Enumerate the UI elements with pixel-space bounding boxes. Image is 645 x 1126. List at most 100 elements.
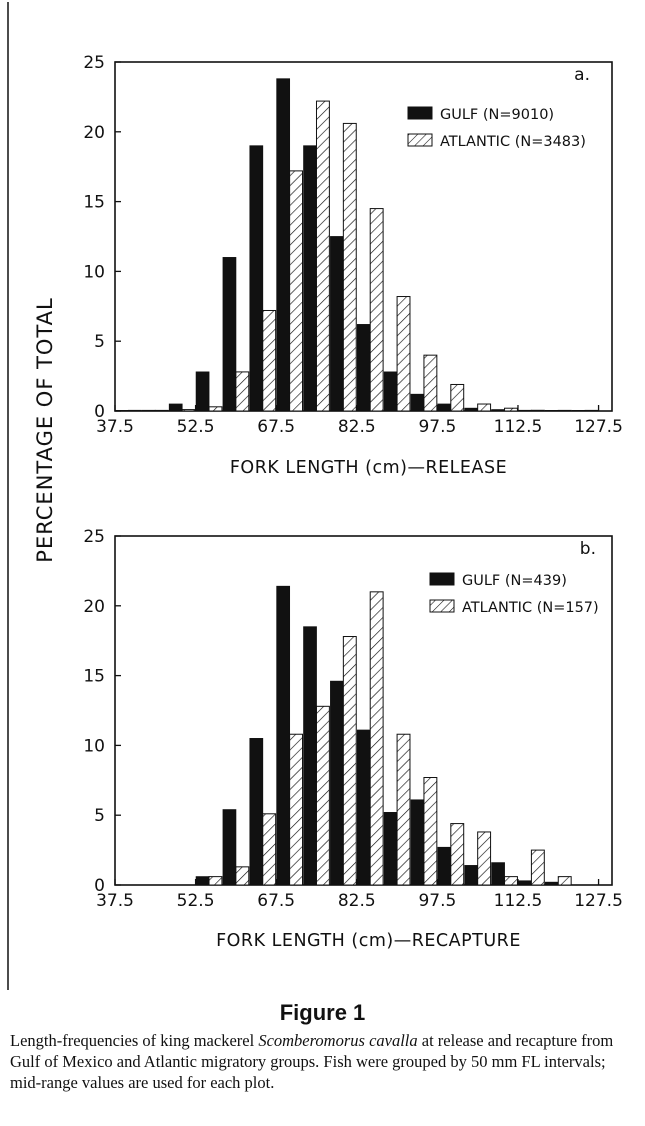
bar-atlantic — [504, 407, 518, 412]
x-tick-label: 37.5 — [96, 417, 134, 437]
bar-gulf — [464, 865, 479, 886]
bar-atlantic — [423, 354, 438, 412]
bar-atlantic — [477, 831, 492, 886]
bar-atlantic — [557, 409, 572, 412]
bar-gulf — [222, 257, 237, 412]
bar-gulf — [356, 324, 371, 412]
bar-atlantic — [315, 705, 330, 886]
bar-atlantic — [154, 409, 169, 412]
x-tick-label: 37.5 — [96, 891, 134, 911]
x-tick-label: 97.5 — [418, 417, 456, 437]
bar-atlantic — [235, 371, 250, 412]
bar-gulf — [195, 371, 210, 412]
chart-panel-recapture: 0 5 10 15 20 25 37.5 52.5 67.5 82.5 97.5 112.5 127.5… — [83, 527, 623, 951]
bar-gulf — [142, 409, 156, 412]
caption-text-start: Length-frequencies of king mackerel — [10, 1031, 259, 1050]
x-tick-label: 127.5 — [574, 417, 623, 437]
bar-atlantic — [342, 636, 357, 886]
y-tick-label: 20 — [83, 123, 105, 143]
y-tick-label: 25 — [83, 53, 105, 73]
bar-gulf — [518, 409, 532, 412]
x-tick-label: 112.5 — [494, 417, 543, 437]
bar-atlantic — [584, 409, 599, 412]
bar-gulf — [195, 876, 210, 886]
bar-atlantic — [423, 777, 438, 886]
bar-atlantic — [450, 823, 465, 886]
y-tick-label: 10 — [83, 262, 105, 282]
bar-atlantic — [477, 403, 492, 412]
bar-gulf — [249, 738, 264, 886]
bar-atlantic — [289, 170, 304, 412]
bar-atlantic — [396, 296, 411, 412]
bar-atlantic — [557, 876, 572, 886]
bar-atlantic — [369, 591, 384, 886]
x-tick-label: 97.5 — [418, 891, 456, 911]
bar-gulf — [464, 407, 479, 412]
bar-gulf — [276, 78, 291, 412]
bar-gulf — [544, 881, 559, 886]
bar-atlantic — [235, 866, 250, 886]
caption-species-name: Scomberomorus cavalla — [258, 1031, 418, 1050]
bar-gulf — [571, 409, 586, 412]
bar-atlantic — [530, 409, 545, 412]
bar-atlantic — [208, 876, 223, 886]
bar-gulf — [383, 371, 398, 412]
legend-label-atlantic: ATLANTIC (N=3483) — [440, 134, 586, 150]
bar-atlantic — [504, 876, 518, 886]
figure-title: Figure 1 — [279, 1000, 366, 1025]
bar-atlantic — [127, 409, 142, 412]
legend-label-atlantic: ATLANTIC (N=157) — [462, 600, 599, 616]
bar-gulf — [276, 585, 291, 886]
panel-label: b. — [580, 539, 596, 559]
x-tick-label: 82.5 — [338, 891, 376, 911]
bar-atlantic — [342, 122, 357, 412]
y-tick-label: 5 — [94, 806, 105, 826]
x-axis-title: FORK LENGTH (cm)—RECAPTURE — [216, 931, 521, 951]
bar-gulf — [491, 409, 505, 412]
bar-gulf — [437, 846, 452, 886]
x-tick-label: 67.5 — [257, 891, 295, 911]
y-tick-label: 0 — [94, 876, 105, 896]
bar-gulf — [303, 145, 317, 412]
x-tick-label: 82.5 — [338, 417, 376, 437]
panel-label: a. — [574, 65, 590, 85]
legend-label-gulf: GULF (N=439) — [462, 573, 567, 589]
bar-gulf — [249, 145, 264, 412]
bar-gulf — [518, 880, 532, 886]
y-tick-label: 0 — [94, 402, 105, 422]
y-tick-label: 10 — [83, 736, 105, 756]
x-tick-label: 127.5 — [574, 891, 623, 911]
bar-gulf — [115, 409, 129, 412]
bar-gulf — [168, 403, 183, 412]
y-tick-label: 15 — [83, 667, 105, 687]
bar-atlantic — [315, 100, 330, 412]
bar-gulf — [303, 626, 317, 886]
bar-atlantic — [208, 406, 223, 412]
bar-gulf — [491, 862, 505, 886]
x-tick-label: 67.5 — [257, 417, 295, 437]
bar-atlantic — [181, 409, 196, 412]
y-tick-label: 25 — [83, 527, 105, 547]
bar-atlantic — [369, 208, 384, 412]
bar-gulf — [437, 403, 452, 412]
caption-text-end: at release and recapture from Gulf of Me… — [10, 1031, 614, 1092]
bar-gulf — [383, 812, 398, 886]
bar-gulf — [330, 236, 344, 412]
y-tick-label: 15 — [83, 193, 105, 213]
x-tick-label: 52.5 — [177, 891, 215, 911]
legend-swatch-atlantic — [429, 599, 455, 613]
bar-gulf — [410, 393, 425, 412]
figure-caption: Length-frequencies of king mackerel Scom… — [10, 1030, 635, 1093]
bar-gulf — [330, 680, 344, 886]
bar-atlantic — [262, 309, 277, 412]
x-axis-title: FORK LENGTH (cm)—RELEASE — [230, 458, 507, 478]
bar-atlantic — [396, 733, 411, 886]
bar-atlantic — [262, 813, 277, 886]
bar-gulf — [356, 729, 371, 886]
bar-atlantic — [450, 383, 465, 412]
y-axis-title: PERCENTAGE OF TOTAL — [33, 297, 57, 562]
figure-svg: PERCENTAGE OF TOTAL 0 5 10 15 20 25 37.5 52.5 67… — [7, 2, 623, 990]
bar-atlantic — [530, 849, 545, 886]
y-tick-label: 20 — [83, 597, 105, 617]
